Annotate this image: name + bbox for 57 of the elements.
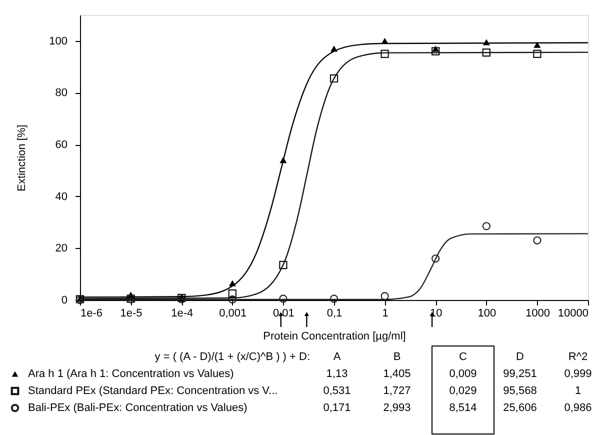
point — [432, 47, 440, 56]
y-tick-label: 100 — [49, 35, 68, 48]
x-tick-label: 1000 — [525, 308, 550, 320]
y-tick-label: 80 — [55, 87, 68, 100]
y-tick-label: 0 — [61, 294, 68, 306]
x-tick-label: 1e-5 — [120, 308, 142, 320]
x-tick-label: 0,1 — [326, 308, 342, 320]
point — [534, 42, 541, 48]
y-tick-label: 40 — [55, 190, 68, 203]
point — [533, 236, 542, 244]
x-axis-title: Protein Concentration [µg/ml] — [263, 330, 406, 342]
point — [380, 292, 389, 300]
text: 0,986 — [564, 402, 592, 414]
text: D — [516, 351, 524, 363]
legend-label: Bali-PEx (Bali-PEx: Concentration vs Values) — [28, 402, 248, 414]
x-tick-label: 0,001 — [219, 308, 247, 320]
text: 0,531 — [323, 385, 351, 397]
point — [432, 254, 440, 263]
text: B — [393, 351, 401, 363]
text: 0,999 — [564, 368, 592, 380]
text: 0,029 — [449, 385, 477, 397]
point — [380, 50, 389, 58]
x-tick-label: 1e-6 — [80, 308, 103, 320]
x-tick-label: 1e-4 — [171, 308, 194, 320]
y-tick-label: 60 — [55, 139, 68, 152]
text: 99,251 — [503, 368, 537, 380]
text: 0,009 — [449, 368, 477, 380]
legend-label: Ara h 1 (Ara h 1: Concentration vs Values) — [28, 368, 234, 380]
text: 0,171 — [323, 402, 351, 414]
point — [330, 294, 338, 303]
text: 95,568 — [503, 385, 537, 397]
text: 1,13 — [326, 368, 348, 380]
point — [228, 295, 236, 304]
point — [279, 294, 288, 303]
x-tick-label: 1 — [382, 308, 388, 320]
text: 25,606 — [503, 402, 537, 414]
y-axis-title: Extinction [%] — [16, 124, 28, 192]
text: 1 — [574, 385, 582, 397]
text: 1,405 — [383, 368, 411, 380]
point — [482, 222, 490, 230]
text: 2,993 — [383, 402, 411, 414]
x-tick-label: 10000 — [558, 308, 588, 320]
text: y = ( (A - D)/(1 + (x/C)^B ) ) + D: — [154, 351, 310, 363]
x-tick-label: 100 — [478, 308, 496, 320]
text: R^2 — [568, 351, 588, 363]
x-tick-label: 0,01 — [272, 308, 294, 320]
point — [228, 289, 236, 298]
legend-label: Standard PEx (Standard PEx: Concentration vs V... — [28, 385, 278, 397]
point — [279, 260, 288, 270]
text: C — [459, 351, 468, 363]
point — [482, 48, 490, 57]
text: A — [333, 351, 342, 363]
text: 1,727 — [383, 385, 411, 397]
point — [533, 50, 542, 58]
point — [330, 74, 338, 83]
text: 8,514 — [449, 402, 477, 414]
y-tick-label: 20 — [55, 242, 68, 255]
